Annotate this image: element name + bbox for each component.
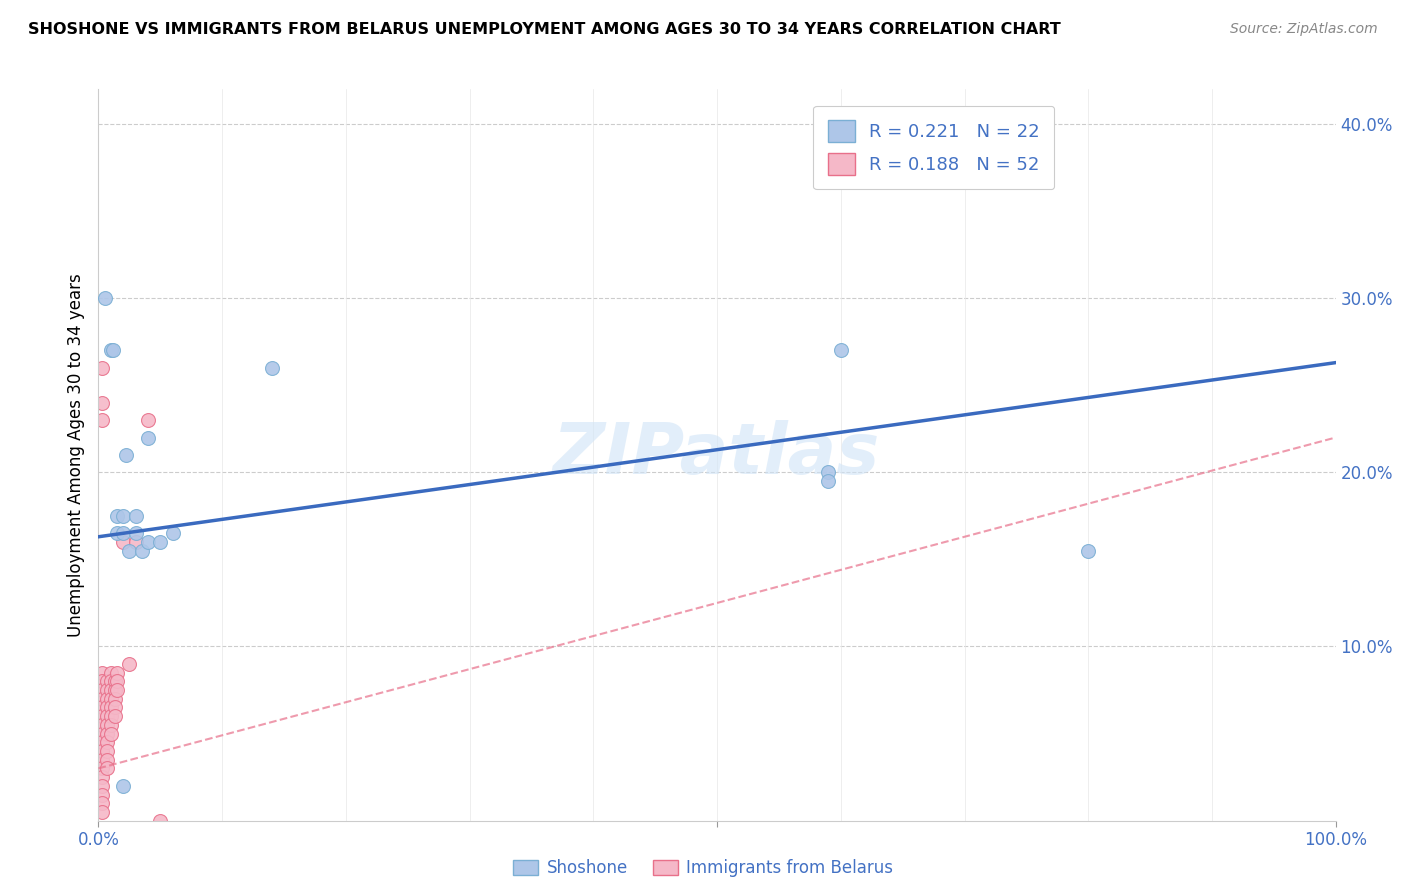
- Point: [103, 700, 125, 714]
- Point: [91, 700, 114, 714]
- Point: [96, 683, 118, 698]
- Point: [96, 709, 118, 723]
- Point: [260, 360, 283, 375]
- Point: [118, 543, 141, 558]
- Point: [96, 726, 118, 740]
- Legend: R = 0.221   N = 22, R = 0.188   N = 52: R = 0.221 N = 22, R = 0.188 N = 52: [814, 105, 1054, 189]
- Point: [103, 709, 125, 723]
- Point: [136, 430, 159, 444]
- Point: [103, 683, 125, 698]
- Point: [124, 526, 146, 541]
- Point: [105, 508, 128, 523]
- Point: [114, 448, 136, 462]
- Point: [105, 674, 128, 689]
- Point: [112, 535, 135, 549]
- Point: [124, 508, 146, 523]
- Point: [103, 674, 125, 689]
- Text: Source: ZipAtlas.com: Source: ZipAtlas.com: [1230, 22, 1378, 37]
- Point: [91, 796, 114, 810]
- Point: [91, 761, 114, 775]
- Point: [118, 657, 141, 671]
- Point: [817, 474, 839, 488]
- Point: [91, 779, 114, 793]
- Point: [100, 691, 122, 706]
- Point: [100, 683, 122, 698]
- Point: [103, 691, 125, 706]
- Point: [96, 761, 118, 775]
- Point: [149, 814, 172, 828]
- Point: [112, 526, 135, 541]
- Point: [100, 709, 122, 723]
- Point: [96, 674, 118, 689]
- Point: [96, 735, 118, 749]
- Point: [91, 709, 114, 723]
- Point: [96, 753, 118, 767]
- Text: ZIPatlas: ZIPatlas: [554, 420, 880, 490]
- Point: [149, 535, 172, 549]
- Point: [91, 788, 114, 802]
- Point: [91, 805, 114, 819]
- Point: [91, 691, 114, 706]
- Text: SHOSHONE VS IMMIGRANTS FROM BELARUS UNEMPLOYMENT AMONG AGES 30 TO 34 YEARS CORRE: SHOSHONE VS IMMIGRANTS FROM BELARUS UNEM…: [28, 22, 1062, 37]
- Point: [96, 744, 118, 758]
- Point: [124, 535, 146, 549]
- Point: [817, 466, 839, 480]
- Point: [91, 770, 114, 784]
- Point: [105, 526, 128, 541]
- Point: [91, 674, 114, 689]
- Point: [136, 413, 159, 427]
- Point: [1077, 543, 1099, 558]
- Point: [100, 674, 122, 689]
- Point: [91, 683, 114, 698]
- Point: [91, 413, 114, 427]
- Point: [105, 665, 128, 680]
- Point: [105, 683, 128, 698]
- Point: [91, 735, 114, 749]
- Point: [100, 726, 122, 740]
- Point: [112, 508, 135, 523]
- Y-axis label: Unemployment Among Ages 30 to 34 years: Unemployment Among Ages 30 to 34 years: [66, 273, 84, 637]
- Point: [100, 343, 122, 358]
- Point: [91, 744, 114, 758]
- Point: [91, 395, 114, 409]
- Point: [131, 543, 153, 558]
- Point: [91, 718, 114, 732]
- Point: [100, 665, 122, 680]
- Point: [830, 343, 852, 358]
- Point: [91, 665, 114, 680]
- Point: [93, 291, 115, 305]
- Point: [162, 526, 184, 541]
- Point: [136, 535, 159, 549]
- Point: [96, 700, 118, 714]
- Point: [96, 691, 118, 706]
- Point: [100, 718, 122, 732]
- Point: [96, 718, 118, 732]
- Legend: Shoshone, Immigrants from Belarus: Shoshone, Immigrants from Belarus: [506, 853, 900, 884]
- Point: [103, 343, 125, 358]
- Point: [91, 360, 114, 375]
- Point: [91, 726, 114, 740]
- Point: [91, 753, 114, 767]
- Point: [112, 779, 135, 793]
- Point: [100, 700, 122, 714]
